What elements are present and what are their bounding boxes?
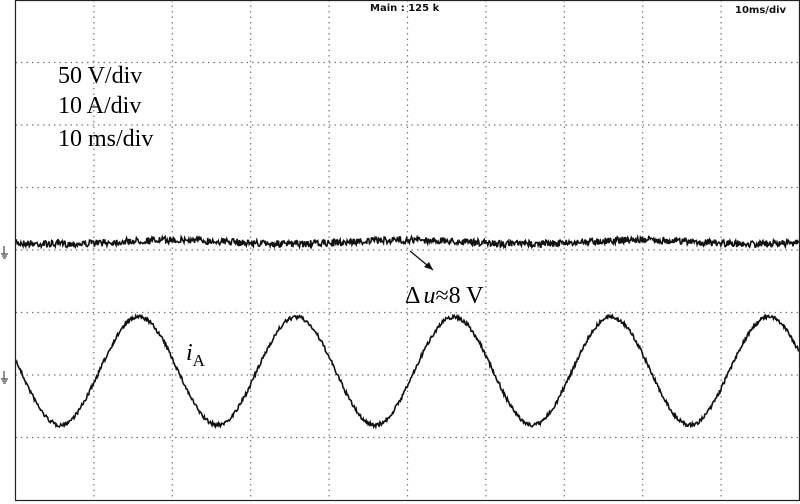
timebase-label: Main : 125 k [370, 3, 440, 14]
variable: u [423, 283, 435, 309]
scale-annotation: 10 A/div [58, 93, 141, 119]
subscript: A [193, 351, 206, 370]
current-label: iA [186, 340, 206, 370]
voltage-trace [15, 233, 800, 251]
grid [15, 0, 800, 500]
current-trace [15, 313, 800, 430]
scale-label: 10ms/div [735, 5, 787, 16]
ground-marker [1, 246, 8, 384]
scale-annotation: 10 ms/div [58, 126, 153, 152]
scale-annotation: 50 V/div [58, 63, 142, 89]
arrow-head [424, 262, 433, 270]
ripple-value: ≈8 V [435, 283, 484, 309]
delta: Δ [405, 283, 420, 309]
variable: i [186, 340, 193, 366]
